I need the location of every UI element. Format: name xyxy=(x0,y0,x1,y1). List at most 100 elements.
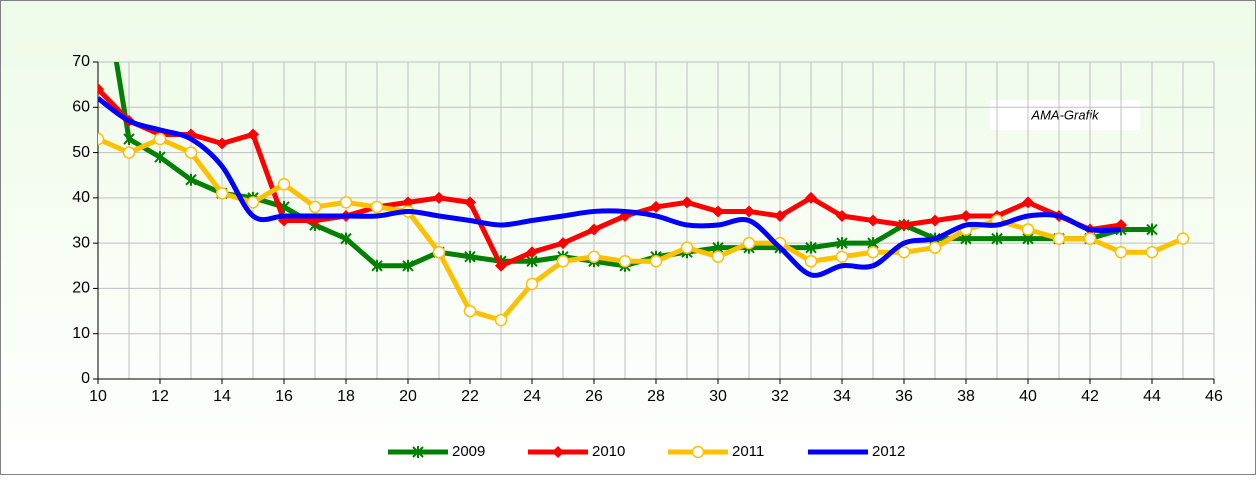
data-point xyxy=(277,178,291,191)
data-point xyxy=(340,232,352,245)
data-point xyxy=(123,132,135,145)
data-point xyxy=(215,187,229,200)
data-point xyxy=(1176,232,1190,245)
data-point xyxy=(680,241,694,254)
legend-label: 2010 xyxy=(592,443,625,460)
annotation-box xyxy=(990,100,1140,130)
data-point xyxy=(588,223,600,236)
data-point xyxy=(774,209,786,222)
data-point xyxy=(464,196,476,209)
x-tick-label: 12 xyxy=(151,388,169,405)
data-point xyxy=(928,241,942,254)
data-point xyxy=(618,255,632,268)
data-point xyxy=(153,132,167,146)
data-point xyxy=(98,132,105,146)
series-line xyxy=(98,87,1122,269)
data-point xyxy=(805,241,817,254)
data-point xyxy=(339,196,353,209)
legend-label: 2011 xyxy=(732,443,764,460)
x-tick-label: 14 xyxy=(213,388,231,405)
x-tick-label: 30 xyxy=(709,388,727,405)
x-tick-label: 44 xyxy=(1143,388,1161,405)
data-point xyxy=(681,196,693,209)
y-tick-label: 20 xyxy=(72,280,90,297)
data-point xyxy=(743,205,755,218)
data-point xyxy=(867,214,879,227)
data-point xyxy=(216,137,228,150)
legend-label: 2012 xyxy=(872,443,905,460)
data-point xyxy=(1145,245,1159,259)
data-point xyxy=(897,245,911,259)
data-point xyxy=(432,245,446,259)
data-point xyxy=(495,259,507,272)
x-tick-label: 32 xyxy=(771,388,789,405)
x-tick-label: 20 xyxy=(399,388,417,405)
data-point xyxy=(463,304,477,318)
data-point xyxy=(649,255,663,268)
x-tick-label: 26 xyxy=(585,388,603,405)
x-tick-label: 40 xyxy=(1019,388,1037,405)
data-point xyxy=(1052,232,1066,245)
data-point xyxy=(650,200,662,213)
data-point xyxy=(991,232,1003,245)
y-tick-label: 0 xyxy=(81,370,90,387)
data-point xyxy=(804,255,818,268)
y-tick-label: 50 xyxy=(72,144,90,161)
data-point xyxy=(1146,223,1158,236)
data-point xyxy=(1022,196,1034,209)
data-point xyxy=(246,196,260,209)
y-tick-label: 10 xyxy=(72,325,90,342)
y-tick-label: 30 xyxy=(72,234,90,251)
plot xyxy=(98,62,1190,327)
data-point xyxy=(711,250,725,263)
data-point xyxy=(1083,232,1097,245)
data-point xyxy=(464,250,476,263)
x-tick-label: 24 xyxy=(523,388,541,405)
data-point xyxy=(960,209,972,222)
legend-label: 2009 xyxy=(452,443,485,460)
data-point xyxy=(185,173,197,186)
x-tick-label: 28 xyxy=(647,388,665,405)
data-point xyxy=(712,205,724,218)
legend-marker xyxy=(691,445,705,459)
data-point xyxy=(835,250,849,263)
x-tick-label: 42 xyxy=(1081,388,1099,405)
data-point xyxy=(433,191,445,204)
x-tick-label: 46 xyxy=(1205,388,1223,405)
data-point xyxy=(836,237,848,250)
data-point xyxy=(836,209,848,222)
data-point xyxy=(587,250,601,263)
data-point xyxy=(98,83,104,96)
data-point xyxy=(525,277,539,291)
data-point xyxy=(866,245,880,259)
data-point xyxy=(154,151,166,164)
y-tick-label: 60 xyxy=(72,99,90,116)
y-tick-label: 70 xyxy=(72,53,90,70)
data-point xyxy=(557,237,569,250)
data-point xyxy=(371,259,383,272)
x-tick-label: 36 xyxy=(895,388,913,405)
data-point xyxy=(122,146,136,159)
x-tick-label: 18 xyxy=(337,388,355,405)
data-point xyxy=(526,246,538,259)
data-point xyxy=(308,200,322,214)
x-tick-label: 22 xyxy=(461,388,479,405)
series-line xyxy=(98,96,1122,278)
annotation: AMA-Grafik xyxy=(1030,107,1100,122)
data-point xyxy=(247,128,259,141)
data-point xyxy=(402,196,414,209)
data-point xyxy=(898,219,910,232)
data-point xyxy=(556,255,570,268)
x-tick-label: 34 xyxy=(833,388,851,405)
y-tick-label: 40 xyxy=(72,189,90,206)
data-point xyxy=(929,214,941,227)
x-tick-label: 38 xyxy=(957,388,975,405)
data-point xyxy=(1114,245,1128,259)
x-tick-label: 16 xyxy=(275,388,293,405)
data-point xyxy=(805,191,817,204)
x-tick-label: 10 xyxy=(89,388,107,405)
data-point xyxy=(184,146,198,159)
legend-marker xyxy=(552,446,564,458)
data-point xyxy=(370,200,384,214)
